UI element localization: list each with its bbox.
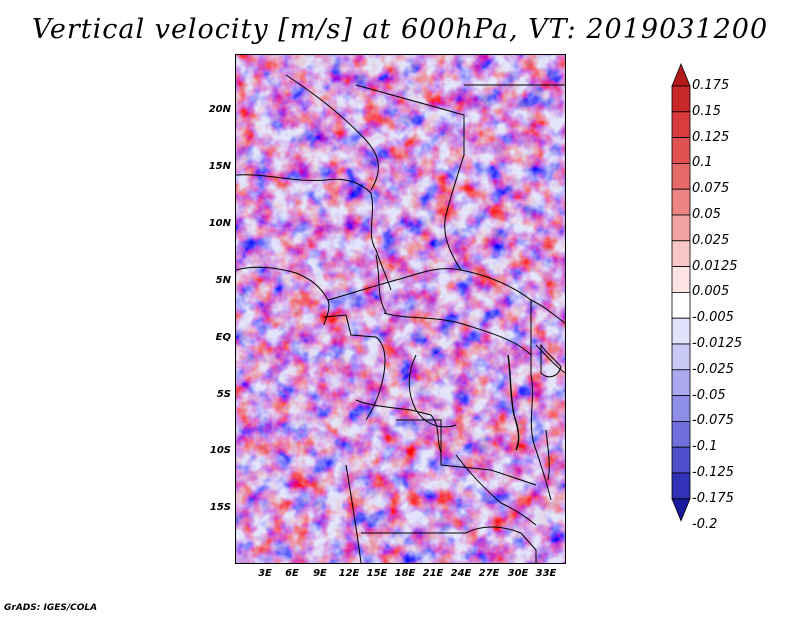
colorbar-label: -0.1 [692,439,718,455]
lon-label-9e: 9E [313,568,327,579]
colorbar-segment [671,188,691,216]
colorbar-segment [671,137,691,164]
colorbar-label: 0.05 [692,207,721,222]
colorbar-segment [671,317,691,345]
colorbar-segment [671,291,691,319]
colorbar-label: -0.2 [692,516,718,532]
lat-label-20n: 20N [208,104,231,115]
colorbar-segment [671,163,691,190]
colorbar-segment [671,343,691,371]
lat-label-10n: 10N [208,218,231,229]
lon-label-21e: 21E [422,568,444,579]
colorbar-segment [671,369,691,396]
colorbar-segment [671,472,691,500]
grads-credit: GrADS: IGES/COLA [4,603,98,613]
lat-label-5s: 5S [216,389,231,400]
colorbar-segment [671,266,691,293]
lat-label-15n: 15N [208,161,231,172]
colorbar-label: -0.175 [692,490,734,506]
lon-label-12e: 12E [338,568,360,579]
colorbar-label: 0.0125 [692,258,738,274]
lon-label-30e: 30E [507,568,529,579]
colorbar-segment [671,214,691,242]
vertical-velocity-map [235,54,566,564]
colorbar [671,62,691,522]
colorbar-label: 0.175 [692,78,730,93]
lon-label-24e: 24E [450,568,472,579]
colorbar-bottom-arrow [671,498,691,522]
map-title: Vertical velocity [m/s] at 600hPa, VT: 2… [31,14,769,45]
colorbar-label: 0.025 [692,232,730,248]
colorbar-segment [671,85,691,113]
colorbar-segment [671,446,691,474]
colorbar-segment [671,420,691,448]
colorbar-segment [671,111,691,138]
colorbar-label: -0.125 [692,465,734,480]
lon-label-18e: 18E [394,568,416,579]
lat-label-5n: 5N [215,275,231,286]
lon-label-15e: 15E [366,568,388,579]
lat-label-eq: EQ [215,332,231,343]
lon-label-33e: 33E [535,568,557,579]
colorbar-label: 0.075 [692,181,730,197]
lon-label-6e: 6E [285,568,299,579]
colorbar-label: -0.075 [692,413,734,429]
colorbar-label: 0.005 [692,284,730,300]
lon-label-27e: 27E [478,568,500,579]
colorbar-top-arrow [671,62,691,87]
colorbar-label: -0.0125 [692,336,743,351]
lon-label-3e: 3E [258,568,272,579]
colorbar-label: -0.005 [692,310,734,326]
colorbar-label: -0.05 [692,387,726,403]
colorbar-segment [671,395,691,422]
country-borders [236,74,565,563]
lat-label-10s: 10S [209,445,231,456]
uplift-pattern [236,55,565,563]
colorbar-label: -0.025 [692,361,734,377]
lat-label-15s: 15S [209,502,231,513]
colorbar-label: 0.125 [692,129,730,145]
colorbar-segment [671,240,691,268]
colorbar-label: 0.15 [692,103,721,119]
colorbar-label: 0.1 [692,155,713,171]
